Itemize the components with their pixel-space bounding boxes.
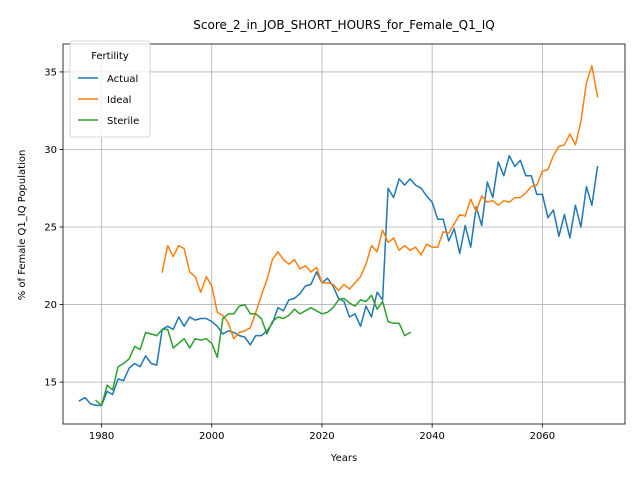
y-tick-label: 35 bbox=[44, 67, 57, 78]
grid bbox=[63, 44, 625, 424]
x-tick-label: 2000 bbox=[199, 431, 224, 442]
axis-ticks: 1980 2000 2020 2040 2060 15 20 25 30 35 bbox=[44, 67, 555, 442]
y-tick-label: 15 bbox=[44, 378, 57, 389]
legend-label-sterile: Sterile bbox=[107, 116, 139, 127]
x-axis-label: Years bbox=[330, 453, 357, 464]
y-tick-label: 25 bbox=[44, 223, 57, 234]
series-line-ideal bbox=[161, 64, 599, 340]
series-layer bbox=[78, 64, 599, 407]
y-axis-label: % of Female Q1_IQ Population bbox=[17, 150, 28, 301]
legend-title: Fertility bbox=[91, 51, 129, 62]
y-tick-label: 30 bbox=[44, 145, 57, 156]
x-tick-label: 2040 bbox=[419, 431, 444, 442]
x-tick-label: 2060 bbox=[530, 431, 555, 442]
legend: Fertility Actual Ideal Sterile bbox=[69, 40, 151, 138]
series-line-actual bbox=[78, 154, 599, 407]
legend-label-ideal: Ideal bbox=[107, 95, 131, 106]
x-tick-label: 1980 bbox=[89, 431, 114, 442]
legend-label-actual: Actual bbox=[107, 74, 138, 85]
legend-box bbox=[69, 40, 151, 138]
chart-title: Score_2_in_JOB_SHORT_HOURS_for_Female_Q1… bbox=[193, 18, 494, 32]
series-line-sterile bbox=[95, 294, 412, 407]
y-tick-label: 20 bbox=[44, 300, 57, 311]
x-tick-label: 2020 bbox=[309, 431, 334, 442]
plot-frame bbox=[62, 43, 626, 425]
